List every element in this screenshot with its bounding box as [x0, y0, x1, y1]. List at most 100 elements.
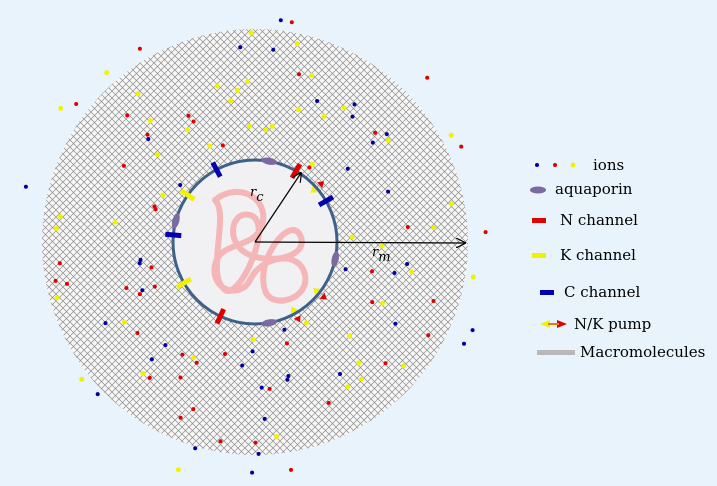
- rm-label: rm: [372, 245, 391, 265]
- ion: [356, 360, 362, 366]
- ion: [274, 434, 280, 440]
- aquaporin: [171, 213, 180, 229]
- ion: [246, 123, 252, 129]
- ion: [57, 261, 62, 266]
- ion: [193, 446, 198, 451]
- ion: [253, 440, 258, 445]
- ion: [425, 75, 430, 80]
- legend-ion: [570, 162, 576, 168]
- membrane-protein: [261, 319, 278, 327]
- rc-sub: c: [256, 190, 264, 205]
- ion: [295, 107, 301, 113]
- legend-pump: [540, 320, 550, 328]
- ion: [263, 127, 269, 133]
- aquaporin: [261, 319, 278, 327]
- membrane-protein: [179, 188, 196, 202]
- ion: [278, 18, 283, 23]
- ion: [393, 321, 398, 326]
- legend-macromolecules: [537, 350, 575, 355]
- ion: [135, 91, 141, 97]
- ion: [74, 102, 79, 106]
- ion: [285, 377, 290, 382]
- ion: [53, 226, 59, 231]
- membrane-protein: [261, 157, 278, 165]
- ion: [256, 451, 261, 456]
- rm-arrow: [254, 242, 465, 243]
- ion: [359, 376, 365, 382]
- ion: [284, 341, 289, 346]
- channel: [210, 161, 223, 178]
- ion: [385, 138, 391, 143]
- ion: [307, 165, 312, 170]
- legend-pump: [557, 320, 567, 328]
- ion: [448, 132, 454, 138]
- rc-label: rc: [250, 185, 264, 205]
- ion: [370, 300, 375, 305]
- ion: [248, 30, 254, 36]
- ion: [186, 113, 191, 118]
- ion: [267, 386, 272, 391]
- membrane-protein: [214, 307, 226, 325]
- ion: [309, 161, 315, 167]
- ion: [223, 352, 227, 356]
- ion: [135, 331, 140, 335]
- ion: [163, 343, 168, 348]
- legend-k-channel: [532, 253, 546, 258]
- membrane-protein: [317, 194, 335, 208]
- legend-n-channel: [532, 218, 546, 223]
- ion: [426, 333, 431, 338]
- ion: [79, 376, 85, 382]
- ion: [315, 99, 320, 103]
- ion: [178, 375, 183, 380]
- ion: [178, 415, 183, 420]
- aquaporin: [331, 251, 340, 267]
- ion: [347, 333, 353, 339]
- ion: [140, 371, 146, 377]
- ion: [191, 407, 196, 412]
- rm-main: r: [372, 245, 379, 260]
- ion: [175, 467, 181, 473]
- ion: [95, 392, 100, 397]
- chromatin: [211, 188, 309, 304]
- ion: [124, 286, 129, 290]
- membrane-protein: [290, 306, 301, 323]
- ion: [190, 355, 196, 361]
- ion: [23, 184, 28, 189]
- ion: [153, 207, 158, 212]
- ion: [392, 271, 397, 275]
- channel: [165, 231, 182, 239]
- ion: [250, 336, 256, 342]
- ion: [180, 352, 185, 357]
- ion: [218, 439, 223, 444]
- ion: [462, 341, 466, 346]
- ion: [338, 372, 342, 376]
- ion: [250, 349, 255, 354]
- legend-ion: [553, 163, 557, 167]
- membrane-proteins: [165, 157, 340, 327]
- membrane-protein: [210, 161, 223, 178]
- ion: [431, 225, 437, 231]
- legend-text: K channel: [560, 246, 636, 264]
- ion: [470, 274, 476, 280]
- ion: [379, 243, 385, 249]
- ion: [147, 118, 153, 124]
- ion: [271, 47, 276, 52]
- ion: [286, 374, 291, 378]
- ion: [191, 119, 196, 124]
- pump-out: [317, 181, 325, 189]
- ion: [53, 278, 58, 283]
- channel: [179, 188, 196, 202]
- ion: [262, 416, 267, 421]
- ion: [448, 201, 454, 207]
- ion: [238, 45, 243, 50]
- ion: [103, 321, 108, 326]
- ion: [54, 295, 60, 301]
- ion: [234, 87, 240, 93]
- ion: [470, 328, 475, 333]
- pump-out: [293, 315, 301, 323]
- legend-ion: [535, 163, 539, 167]
- ion: [350, 114, 355, 119]
- ion: [137, 292, 142, 297]
- ion: [483, 230, 488, 235]
- ion: [137, 261, 142, 266]
